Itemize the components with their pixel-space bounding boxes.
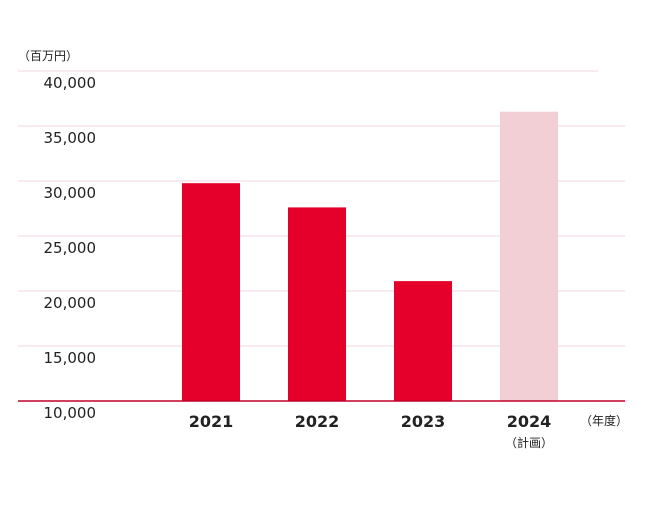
x-tick-label-2024: 2024 — [507, 412, 552, 431]
y-tick-label: 25,000 — [44, 239, 97, 257]
y-tick-label: 15,000 — [44, 349, 97, 367]
y-tick-label: 35,000 — [44, 129, 97, 147]
bar-layer — [182, 111, 558, 401]
y-tick-label: 20,000 — [44, 294, 97, 312]
bar-2024 — [500, 111, 558, 401]
x-tick-sublabel-2024: （計画） — [505, 435, 553, 450]
x-unit-label: （年度） — [580, 413, 628, 428]
x-tick-label-2022: 2022 — [295, 412, 340, 431]
label-layer: （百万円） （年度） 10,000 15,000 20,000 25,000 30,00… — [18, 49, 628, 450]
x-tick-label-2021: 2021 — [189, 412, 234, 431]
y-tick-label: 30,000 — [44, 184, 97, 202]
bar-2022 — [288, 207, 346, 401]
y-tick-label: 10,000 — [44, 404, 97, 422]
bar-2021 — [182, 183, 240, 401]
y-unit-label: （百万円） — [18, 49, 78, 63]
y-tick-label: 40,000 — [44, 74, 97, 92]
bar-2023 — [394, 281, 452, 401]
x-tick-label-2023: 2023 — [401, 412, 446, 431]
